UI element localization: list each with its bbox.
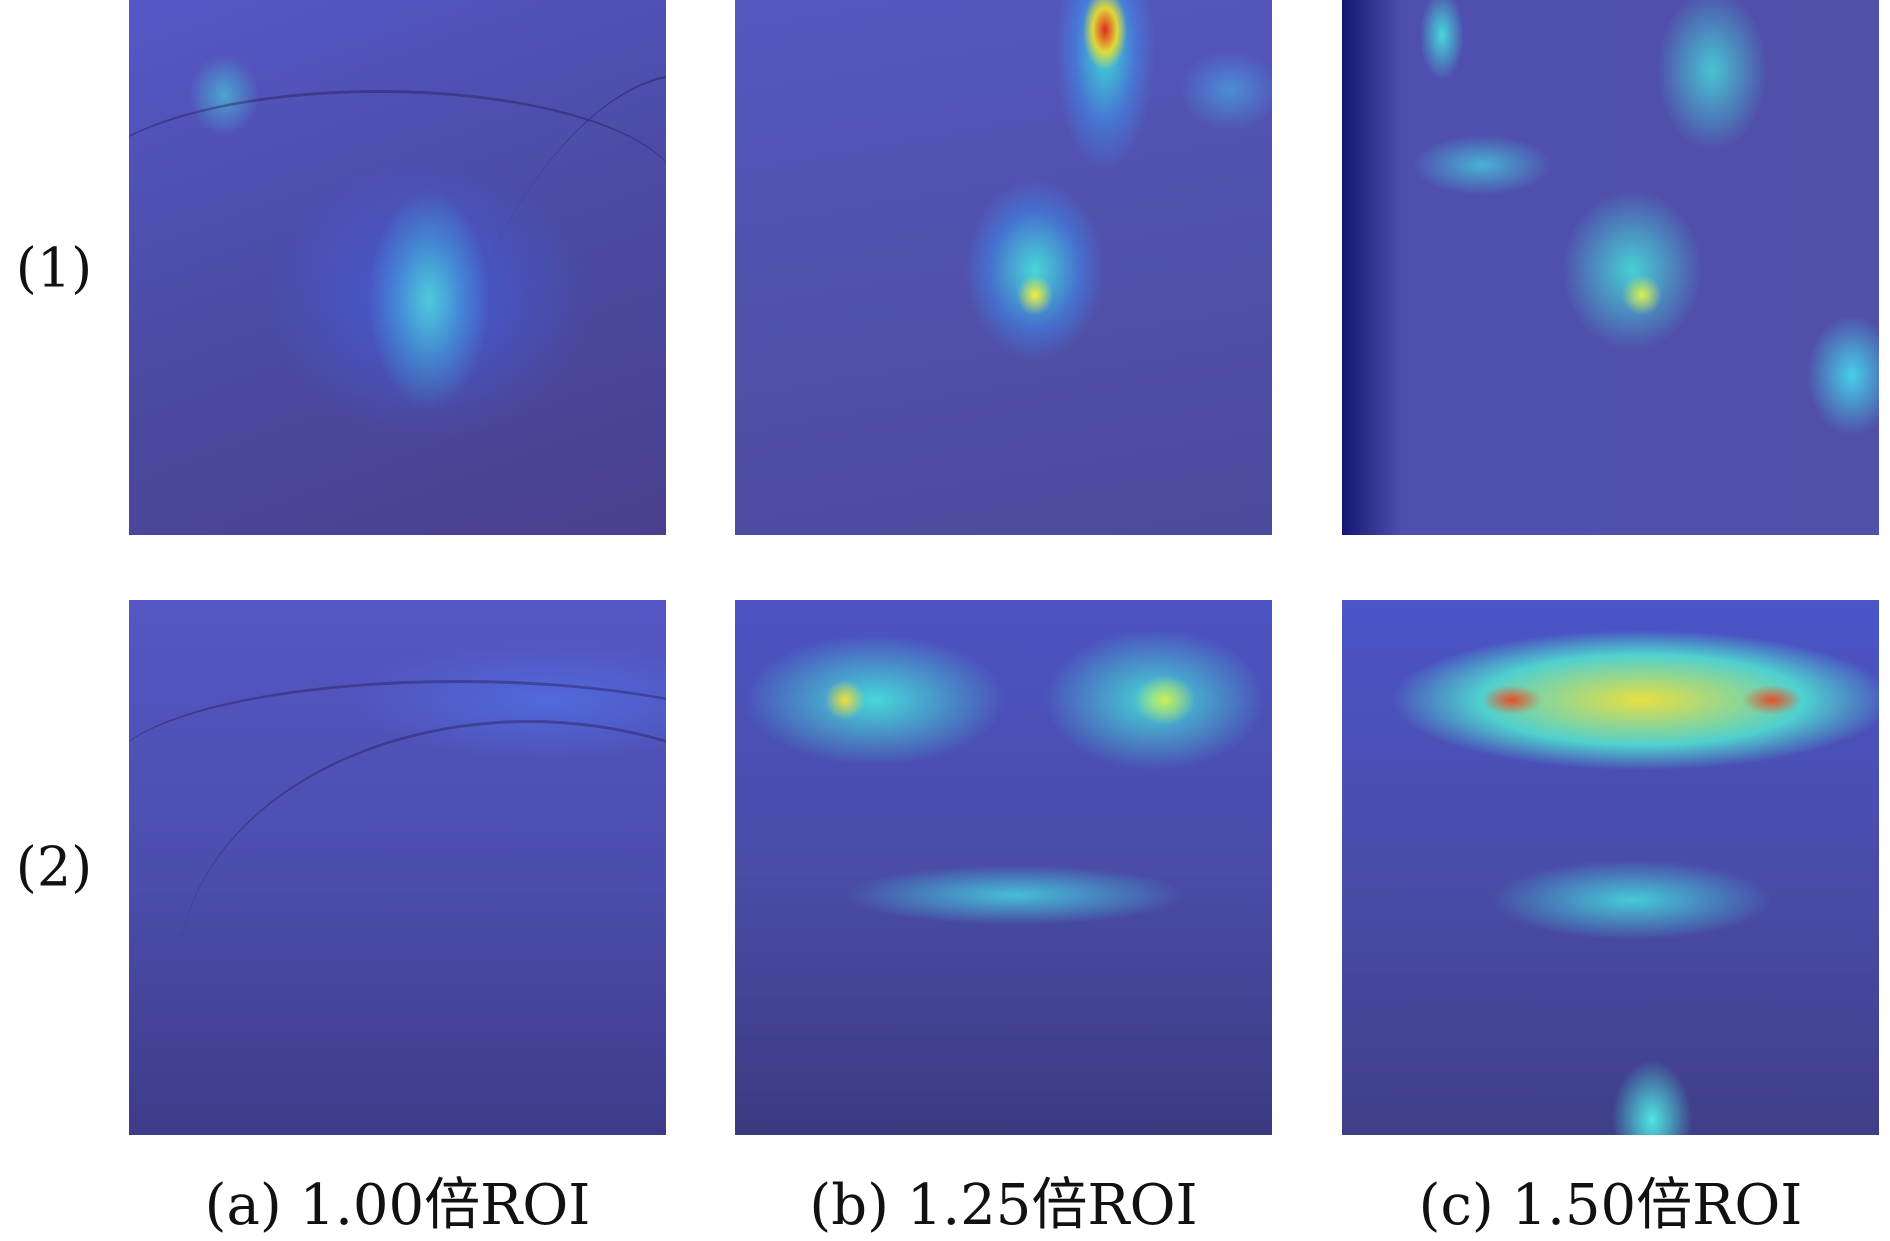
heatmap-2a [129, 600, 666, 1135]
heatmap-1c [1342, 0, 1879, 535]
row-label-1: (1) [15, 236, 93, 300]
heatmap-1b [735, 0, 1272, 535]
heatmap-2c [1342, 600, 1879, 1135]
caption-c: (c) 1.50倍ROI [1418, 1173, 1803, 1238]
heatmap-1a [129, 0, 666, 535]
row-label-2: (2) [15, 835, 93, 899]
caption-a: (a) 1.00倍ROI [204, 1173, 591, 1238]
caption-b: (b) 1.25倍ROI [809, 1173, 1198, 1238]
heatmap-2b [735, 600, 1272, 1135]
